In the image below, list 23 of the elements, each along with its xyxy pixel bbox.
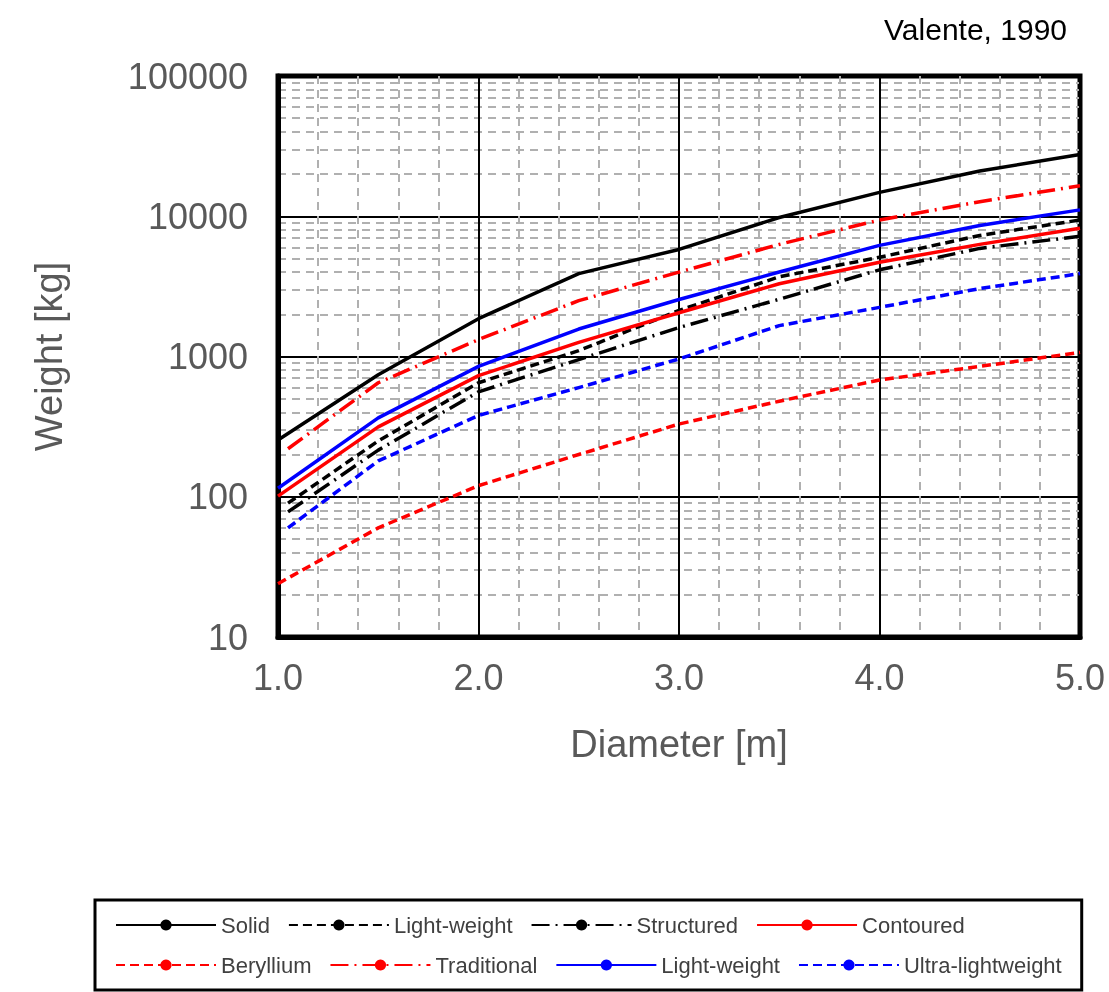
y-tick-label: 100000 [127,55,248,97]
x-tick-label: 2.0 [453,656,504,698]
legend-label: Structured [636,912,739,938]
line-series [276,350,1082,586]
x-axis-title: Diameter [m] [570,723,788,765]
legend-label: Light-weight [661,952,780,978]
x-tick-label: 4.0 [854,656,905,698]
y-axis-title: Weight [kg] [28,261,70,452]
y-tick-label: 1000 [167,336,248,377]
legend-label: Solid [221,912,270,938]
legend-label: Beryllium [221,952,312,978]
legend-label: Light-weight [393,912,513,938]
y-tick-label: 10000 [147,195,248,237]
line-series [286,271,1082,530]
legend-label: Contoured [862,912,965,938]
x-tick-label: 5.0 [1054,656,1106,698]
y-tick-label: 100 [187,476,248,518]
y-tick-label: 10 [207,616,248,658]
legend-label: Traditional [435,952,538,978]
x-tick-label: 3.0 [653,656,705,698]
text: Valente, 1990 [884,12,1068,46]
x-tick-label: 1.0 [252,656,304,698]
legend-label: Ultra-lightweight [903,952,1062,978]
